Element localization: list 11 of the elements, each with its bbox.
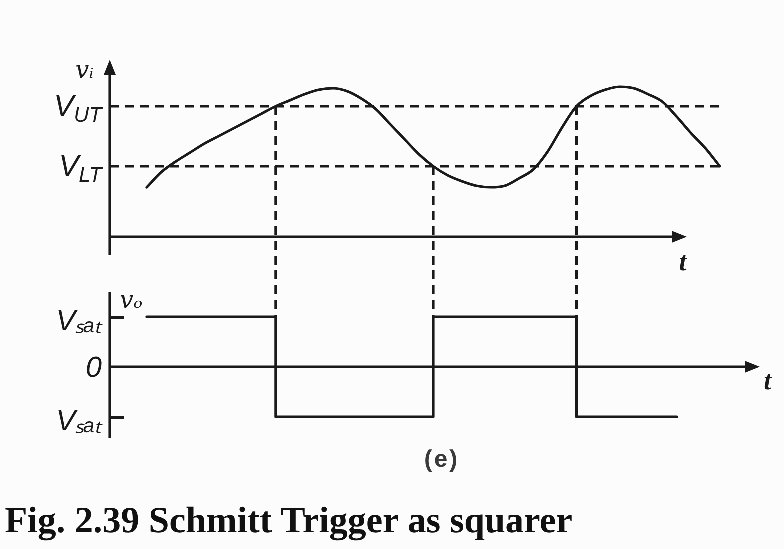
text: 0 <box>86 352 102 386</box>
text: Vₛₐₜ <box>56 404 102 438</box>
text: (e) <box>424 446 460 474</box>
y-axis-title: vᵢ <box>76 56 94 84</box>
ref-line-label: V$_{UT}$ <box>54 89 102 128</box>
ref-line-label: V$_{LT}$ <box>59 149 102 188</box>
x-axis-title: t <box>679 246 687 278</box>
text: Vₛₐₜ <box>56 304 102 338</box>
caption: Fig. 2.39 Schmitt Trigger as squarer <box>5 500 573 542</box>
x-axis-title: t <box>764 366 772 396</box>
y-axis-title: vₒ <box>120 286 143 314</box>
